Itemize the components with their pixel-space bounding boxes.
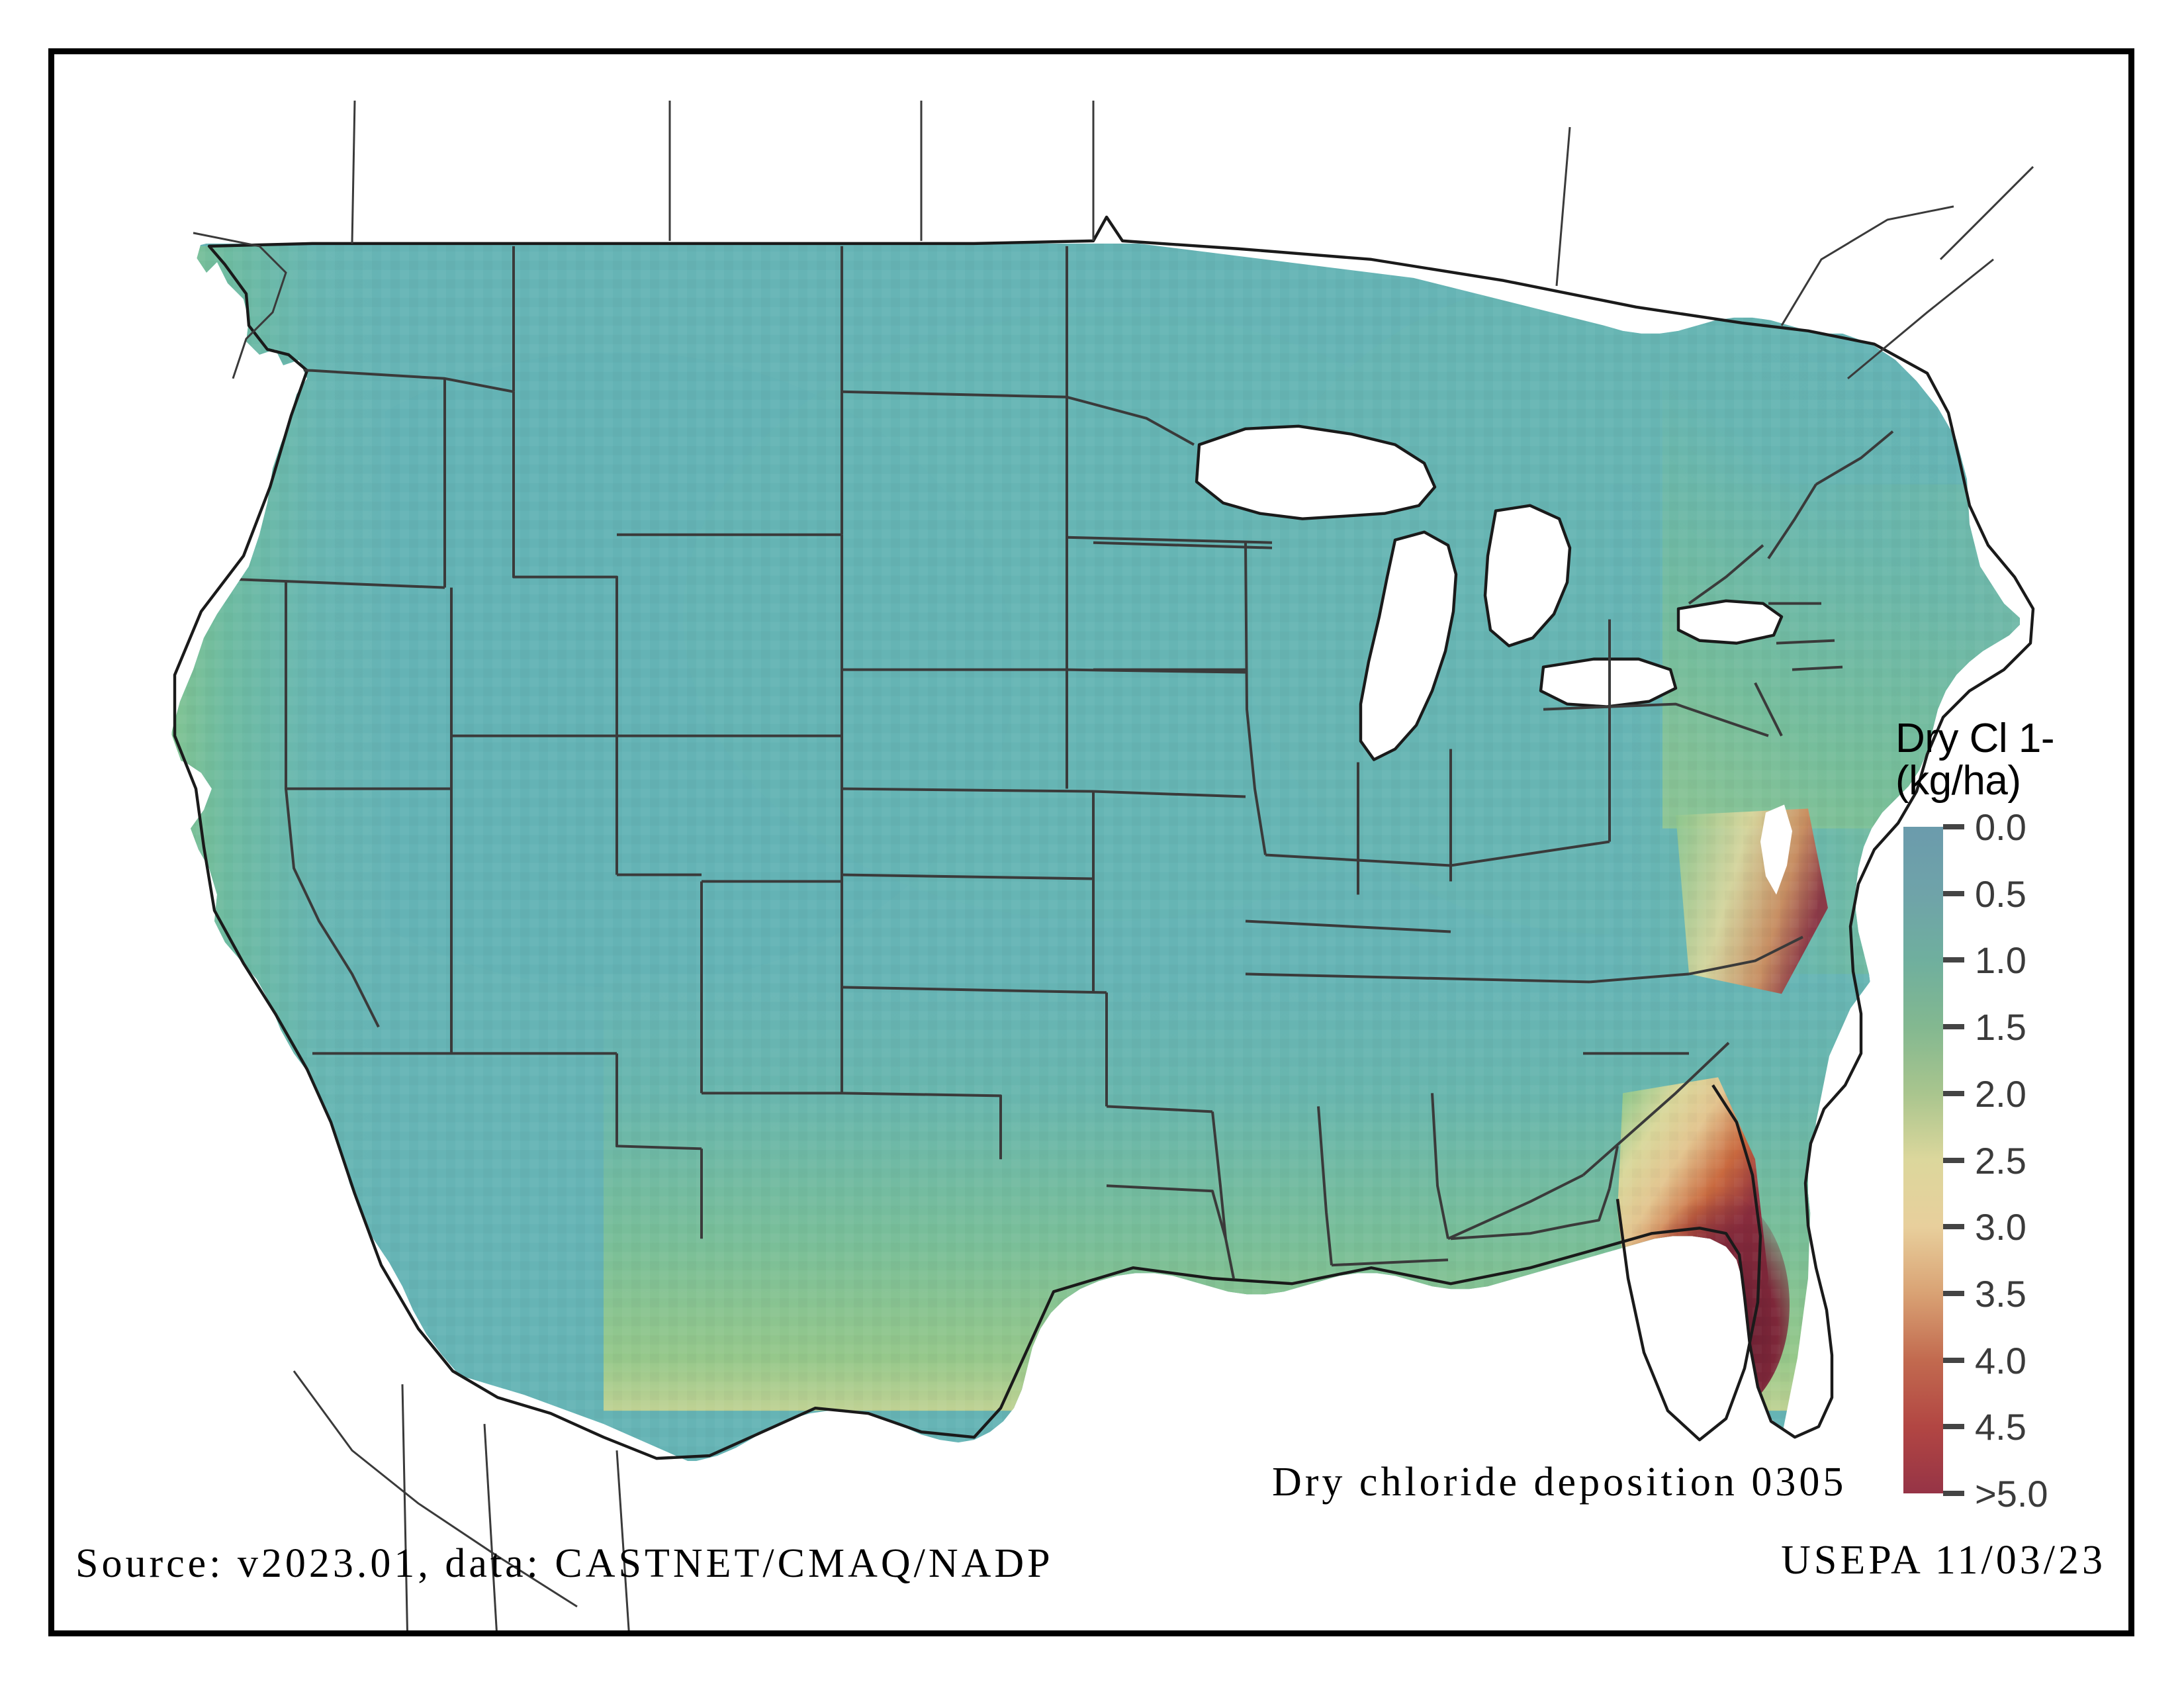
colorbar-title: Dry Cl 1- (kg/ha) xyxy=(1895,718,2134,802)
map-canvas xyxy=(54,54,2128,1630)
colorbar-tick-label: 1.0 xyxy=(1975,939,2026,982)
tick-mark-icon xyxy=(1943,1491,1964,1496)
foreign-boundaries xyxy=(193,100,2034,1630)
colorbar-tick-label: 0.5 xyxy=(1975,872,2026,915)
coastline-outline xyxy=(173,215,2035,1460)
colorbar-tick-label: 4.5 xyxy=(1975,1406,2026,1448)
tick-mark-icon xyxy=(1943,957,1964,963)
map-caption-source: Source: v2023.01, data: CASTNET/CMAQ/NAD… xyxy=(75,1541,1054,1586)
deposition-raster-layer xyxy=(169,243,2036,1462)
tick-mark-icon xyxy=(1943,890,1964,896)
colorbar-tick-label: 3.5 xyxy=(1975,1272,2026,1315)
state-boundaries xyxy=(177,246,1894,1279)
colorbar-gradient xyxy=(1903,827,1943,1493)
colorbar-tick-label: 2.0 xyxy=(1975,1072,2026,1115)
us-deposition-map xyxy=(54,54,2128,1630)
colorbar-swatch xyxy=(1903,827,1943,1493)
tick-mark-icon xyxy=(1943,824,1964,829)
tick-mark-icon xyxy=(1943,1290,1964,1296)
colorbar-tick-label: 3.0 xyxy=(1975,1206,2026,1248)
colorbar-ticks: 0.0 0.5 1.0 1.5 2.0 2.5 3.0 3.5 4.0 4.5 … xyxy=(1903,806,2142,1515)
colorbar-title-line1: Dry Cl 1- xyxy=(1895,716,2055,761)
colorbar-tick-label: 1.5 xyxy=(1975,1006,2026,1049)
tick-mark-icon xyxy=(1943,1357,1964,1363)
figure-frame: Dry Cl 1- (kg/ha) xyxy=(48,48,2134,1636)
map-caption-title: Dry chloride deposition 0305 xyxy=(1272,1460,1847,1505)
tick-mark-icon xyxy=(1943,1224,1964,1230)
colorbar-title-line2: (kg/ha) xyxy=(1895,758,2021,804)
water-and-foreign-mask xyxy=(54,54,2128,1630)
tick-mark-icon xyxy=(1943,1424,1964,1430)
tick-mark-icon xyxy=(1943,1024,1964,1030)
colorbar-tick-label: 0.0 xyxy=(1975,806,2026,848)
colorbar-tick-label: 2.5 xyxy=(1975,1139,2026,1182)
tick-mark-icon xyxy=(1943,1090,1964,1096)
map-caption-agency: USEPA 11/03/23 xyxy=(1781,1538,2106,1583)
raster-texture xyxy=(169,243,2036,1462)
colorbar-tick-label: 4.0 xyxy=(1975,1339,2026,1382)
tick-mark-icon xyxy=(1943,1157,1964,1163)
colorbar-tick-label: >5.0 xyxy=(1975,1473,2048,1515)
